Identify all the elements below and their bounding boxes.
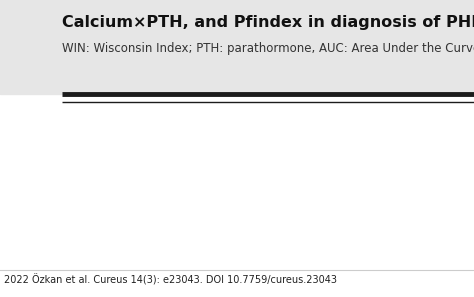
Text: 2022 Özkan et al. Cureus 14(3): e23043. DOI 10.7759/cureus.23043: 2022 Özkan et al. Cureus 14(3): e23043. …	[4, 274, 337, 286]
Text: WIN: Wisconsin Index; PTH: parathormone, AUC: Area Under the Curve: WIN: Wisconsin Index; PTH: parathormone,…	[62, 42, 474, 55]
Text: Calcium×PTH, and Pfindex in diagnosis of PHPT: Calcium×PTH, and Pfindex in diagnosis of…	[62, 15, 474, 30]
